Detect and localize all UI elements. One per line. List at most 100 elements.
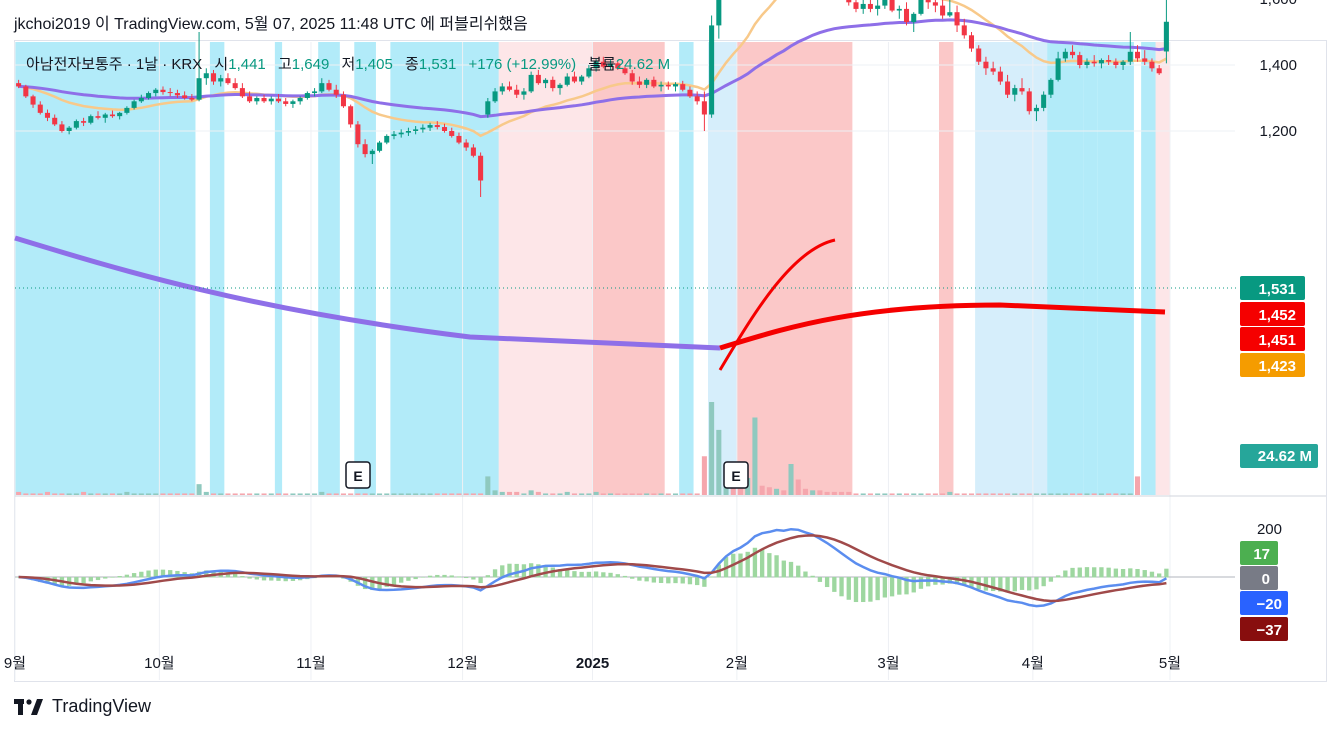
candle-body [672, 84, 679, 87]
macd-hist-bar [1077, 567, 1082, 578]
macd-hist-bar [103, 577, 108, 579]
volume-bar [189, 493, 195, 495]
candle-body [687, 89, 693, 97]
macd-hist-bar [153, 569, 158, 578]
volume-bar [557, 493, 563, 495]
macd-hist-bar [1019, 577, 1025, 590]
volume-bar [788, 464, 794, 495]
volume-bar [174, 493, 180, 495]
volume-bar [319, 491, 325, 495]
macd-tag-box [1240, 591, 1288, 615]
footer[interactable]: TradingView [14, 696, 151, 717]
volume-bar [23, 493, 29, 495]
macd-hist-bar [139, 571, 144, 578]
volume-bar [441, 493, 448, 495]
macd-hist-bar [1084, 567, 1090, 578]
macd-tag-box [1240, 566, 1278, 590]
ema-mid-line [18, 18, 1167, 119]
volume-bar [896, 493, 902, 495]
macd-hist-bar [1120, 568, 1126, 578]
candle-body [1120, 61, 1126, 65]
macd-tag-box [1240, 541, 1278, 565]
macd-hist-bar [225, 572, 231, 578]
macd-hist-bar [774, 555, 779, 578]
candle-body [247, 96, 253, 102]
earnings-marker: E [723, 461, 749, 489]
candle-body [1084, 61, 1090, 65]
candle-body [124, 107, 130, 113]
candle-body [1134, 51, 1141, 59]
macd-hist-bar [983, 577, 989, 591]
volume-bar [434, 493, 440, 495]
volume-bar [160, 493, 166, 495]
candle-body [362, 144, 368, 155]
volume-bar [701, 456, 707, 495]
volume-bar [651, 493, 657, 495]
macd-hist-bar [435, 574, 440, 578]
volume-bar [723, 485, 729, 495]
volume-bar [1033, 493, 1039, 495]
macd-hist-bar [362, 577, 368, 590]
candle-body [571, 76, 577, 82]
macd-hist-bar [88, 577, 93, 582]
volume-bar [391, 493, 397, 495]
volume-bar [961, 493, 967, 495]
macd-hist-bar [853, 577, 859, 603]
macd-hist-bar [709, 576, 714, 578]
volume-bar [225, 493, 231, 495]
volume-bar [449, 493, 455, 495]
macd-tick-label: 200 [1257, 521, 1282, 538]
candle-body [1156, 68, 1162, 74]
volume-bar [506, 491, 513, 495]
macd-hist-bar [1070, 567, 1075, 578]
time-tick-label: 11월 [296, 655, 325, 672]
candle-body [297, 98, 303, 102]
candle-body [968, 35, 975, 49]
bg-band [1083, 42, 1098, 495]
candle-body [218, 78, 224, 82]
candle-body [470, 147, 476, 156]
candle-body [903, 8, 910, 23]
earnings-marker-box [723, 461, 749, 489]
macd-hist-bar [1128, 568, 1133, 578]
volume-bar [348, 493, 354, 495]
macd-hist-bar [384, 577, 389, 587]
legend: 아남전자보통주 · 1날 · KRX 시1,441 고1,649 저1,405 … [26, 53, 670, 74]
volume-bar [846, 491, 852, 495]
volume-bar [30, 493, 36, 495]
candle-body [499, 86, 505, 92]
volume-bar [889, 493, 895, 495]
volume-bar [1005, 493, 1011, 495]
candle-body [355, 124, 361, 145]
volume-bar [59, 493, 65, 495]
candle-body [615, 63, 621, 69]
volume-bar [1106, 493, 1112, 495]
macd-hist-bar [1055, 575, 1061, 578]
candle-body [586, 68, 592, 77]
macd-hist-bar [131, 573, 137, 578]
volume-bar [600, 493, 606, 495]
macd-hist-bar [861, 577, 866, 603]
volume-bar [398, 493, 404, 495]
candle-body [456, 135, 462, 143]
time-tick-label: 12월 [447, 655, 478, 672]
candle-body [608, 63, 614, 67]
candle-body [463, 142, 469, 148]
candle-body [384, 135, 390, 143]
candle-body [117, 112, 123, 117]
macd-hist-bar [1041, 577, 1046, 587]
volume-bar [968, 493, 975, 495]
volume-bar [831, 491, 837, 495]
candle-body [290, 101, 296, 104]
candle-body [66, 127, 72, 131]
volume-bar [586, 493, 592, 495]
candle-body [377, 142, 383, 151]
volume-bar [1019, 493, 1025, 495]
candle-body [102, 114, 108, 118]
bg-band [1097, 42, 1134, 495]
volume-bar [1084, 493, 1090, 495]
macd-hist-bar [1149, 571, 1155, 578]
bg-band [679, 42, 694, 495]
